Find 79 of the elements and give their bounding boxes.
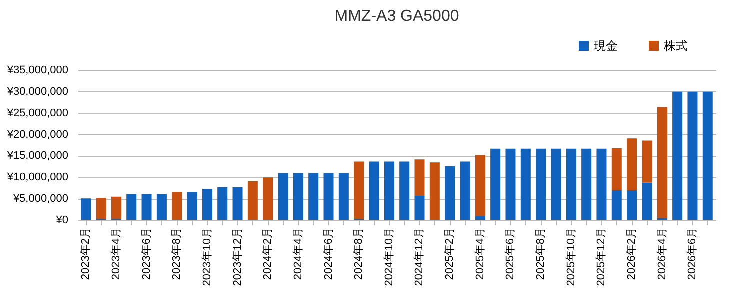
bar (536, 148, 546, 220)
x-tick-label: 2024年12月 (414, 228, 426, 286)
bar (126, 194, 137, 220)
x-tick-label: 2025年4月 (474, 228, 486, 280)
bar (369, 162, 380, 220)
chart-title: MMZ-A3 GA5000 (334, 8, 460, 25)
bar (672, 92, 683, 220)
bar (142, 194, 152, 220)
legend-label: 現金 (594, 39, 618, 53)
bar (566, 148, 576, 220)
x-tick-label: 2026年4月 (656, 228, 668, 280)
bar (460, 162, 470, 220)
y-tick-label: ¥25,000,000 (6, 107, 68, 120)
bar (232, 187, 243, 220)
x-tick-label: 2023年8月 (171, 228, 184, 280)
x-tick-label: 2023年2月 (80, 228, 92, 280)
y-tick-label: ¥15,000,000 (6, 150, 68, 162)
bar (445, 166, 456, 220)
bar (582, 148, 592, 220)
bar (248, 181, 258, 220)
bar (218, 187, 228, 220)
x-tick-label: 2024年2月 (262, 228, 274, 280)
x-tick-label: 2024年10月 (383, 228, 396, 286)
bar (551, 148, 562, 220)
x-tick-label: 2023年6月 (140, 228, 153, 280)
bar (520, 148, 531, 220)
bar (475, 155, 486, 216)
bar (278, 173, 288, 220)
x-tick-label: 2026年6月 (686, 228, 699, 280)
bar (627, 190, 638, 220)
x-tick-label: 2026年2月 (626, 228, 638, 280)
bar (293, 173, 304, 220)
y-tick-label: ¥30,000,000 (6, 86, 68, 98)
bar (627, 138, 638, 190)
bar (308, 173, 319, 220)
bar (657, 107, 668, 218)
bar (612, 190, 622, 220)
y-tick-label: ¥10,000,000 (6, 172, 68, 184)
x-tick-label: 2023年4月 (110, 228, 122, 280)
x-tick-label: 2025年12月 (596, 228, 608, 286)
bar (81, 198, 92, 220)
bar (338, 173, 349, 220)
x-tick-label: 2024年8月 (353, 228, 366, 280)
x-tick-label: 2025年8月 (535, 228, 548, 280)
bar (506, 148, 516, 220)
bar (96, 198, 106, 220)
x-tick-label: 2024年6月 (322, 228, 335, 280)
y-tick-label: ¥0 (55, 214, 68, 226)
bar (400, 162, 410, 220)
x-tick-label: 2025年6月 (504, 228, 517, 280)
bar (354, 162, 364, 220)
x-tick-label: 2023年10月 (201, 228, 214, 286)
bar (490, 148, 501, 220)
bar (612, 148, 622, 190)
x-tick-label: 2024年4月 (292, 228, 304, 280)
legend-label: 株式 (663, 39, 688, 53)
x-tick-label: 2023年12月 (232, 228, 244, 286)
x-tick-label: 2025年10月 (565, 228, 578, 286)
bar (475, 216, 486, 220)
bar (642, 182, 652, 220)
bar (430, 162, 440, 220)
bar (111, 196, 122, 220)
bar (688, 92, 698, 220)
bar (702, 92, 713, 220)
bar (324, 173, 334, 220)
bar (642, 140, 652, 183)
bar (596, 148, 607, 220)
bar (172, 192, 182, 220)
bar (202, 189, 212, 220)
y-tick-label: ¥35,000,000 (6, 64, 68, 76)
bar (156, 194, 167, 220)
bar (384, 162, 394, 220)
bar (187, 192, 198, 220)
y-tick-label: ¥5,000,000 (12, 193, 68, 206)
x-tick-label: 2025年2月 (444, 228, 456, 280)
y-tick-label: ¥20,000,000 (6, 128, 68, 141)
bar (263, 178, 274, 220)
bar (414, 196, 425, 220)
bar (414, 160, 425, 196)
